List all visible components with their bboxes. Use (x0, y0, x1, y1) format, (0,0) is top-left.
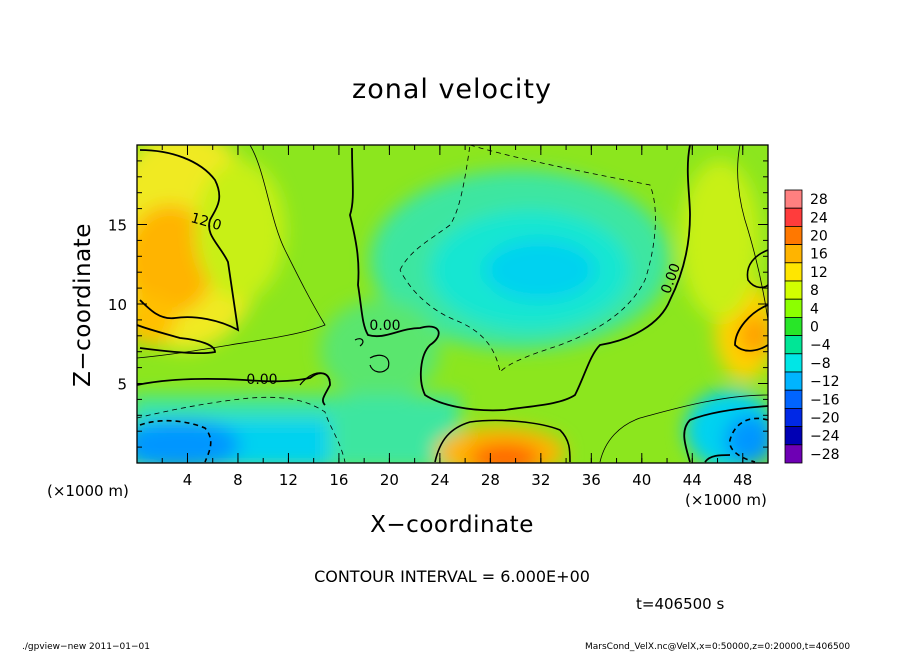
colorbar-segment (784, 207, 803, 227)
x-tick-label: 48 (733, 471, 752, 489)
footer-left: ./gpview−new 2011−01−01 (22, 642, 150, 652)
x-tick-label: 40 (632, 471, 651, 489)
contour-interval-label: CONTOUR INTERVAL = 6.000E+00 (314, 567, 590, 586)
y-axis-label: Z−coordinate (70, 223, 96, 387)
colorbar-level-label: 16 (810, 247, 828, 263)
colorbar-level-label: 20 (810, 229, 828, 245)
x-tick-label: 32 (531, 471, 550, 489)
colorbar-segment (784, 316, 803, 336)
contour-label: 0.00 (369, 318, 400, 334)
x-tick-label: 20 (380, 471, 399, 489)
colorbar-level-label: 24 (810, 210, 828, 226)
colorbar-level-label: 4 (810, 301, 819, 317)
x-tick-label: 12 (279, 471, 298, 489)
y-tick-label: 5 (117, 376, 127, 394)
x-axis-label: X−coordinate (370, 512, 534, 538)
colorbar-segment (784, 371, 803, 391)
contour-lines (137, 145, 768, 463)
colorbar-segment (784, 262, 803, 282)
x-tick-label: 8 (233, 471, 243, 489)
colorbar-level-label: −8 (810, 356, 831, 372)
x-tick-label: 36 (582, 471, 601, 489)
colorbar-segment (784, 444, 803, 464)
contour-label: 0.00 (246, 372, 277, 388)
x-axis-unit: (×1000 m) (685, 491, 767, 509)
colorbar-segment (784, 225, 803, 245)
colorbar-segment (784, 353, 803, 373)
chart-title: zonal velocity (352, 74, 552, 105)
colorbar-segment (784, 426, 803, 446)
x-tick-label: 16 (329, 471, 348, 489)
colorbar-segment (784, 407, 803, 427)
colorbar-segment (784, 244, 803, 264)
colorbar-segment (784, 298, 803, 318)
colorbar-segment (784, 335, 803, 355)
colorbar-level-label: −16 (810, 392, 840, 408)
footer-right: MarsCond_VelX.nc@VelX,x=0:50000,z=0:2000… (585, 642, 851, 652)
y-tick-label: 15 (108, 217, 127, 235)
colorbar-segment (784, 280, 803, 300)
y-tick-label: 10 (108, 296, 127, 314)
x-tick-label: 4 (183, 471, 193, 489)
colorbar-segment (784, 389, 803, 409)
colorbar-level-label: −12 (810, 374, 840, 390)
colorbar-level-label: 28 (810, 192, 828, 208)
x-tick-label: 28 (481, 471, 500, 489)
colorbar-level-label: −28 (810, 447, 840, 463)
x-tick-label: 24 (430, 471, 449, 489)
y-axis-unit: (×1000 m) (47, 482, 129, 500)
colorbar (784, 189, 803, 464)
colorbar-level-label: 0 (810, 320, 819, 336)
time-label: t=406500 s (636, 595, 725, 613)
colorbar-level-label: −24 (810, 429, 840, 445)
colorbar-level-label: −20 (810, 411, 840, 427)
colorbar-level-label: 8 (810, 283, 819, 299)
colorbar-segment (784, 189, 803, 209)
colorbar-level-label: 12 (810, 265, 828, 281)
colorbar-level-label: −4 (810, 338, 831, 354)
axis-ticks (137, 145, 768, 463)
x-tick-label: 44 (683, 471, 702, 489)
heatmap-field (137, 145, 768, 463)
